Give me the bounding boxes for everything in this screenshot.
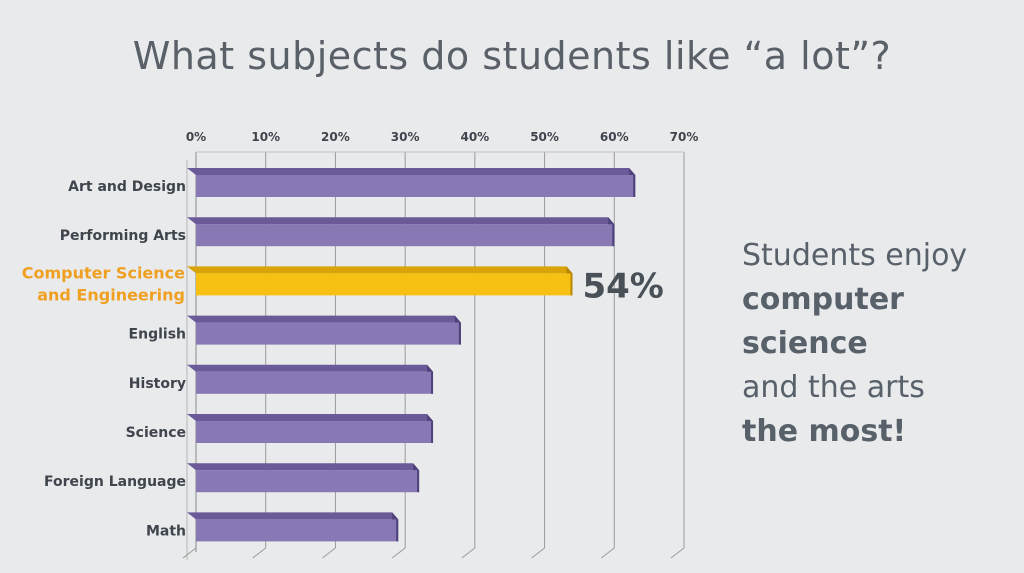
summary-line: science bbox=[742, 326, 868, 361]
bar bbox=[196, 224, 615, 247]
bar-top-face bbox=[187, 364, 434, 372]
category-label: English bbox=[129, 327, 186, 343]
x-tick-label: 40% bbox=[460, 130, 489, 144]
x-tick-label: 30% bbox=[391, 130, 420, 144]
gridline-foot bbox=[252, 547, 267, 559]
bar-top-face bbox=[187, 217, 615, 225]
category-label: and Engineering bbox=[37, 285, 185, 304]
category-label: History bbox=[129, 376, 186, 392]
bar-edge bbox=[431, 371, 434, 394]
bar bbox=[196, 519, 399, 542]
gridline-foot bbox=[461, 547, 476, 559]
data-label: 54% bbox=[582, 266, 663, 306]
gridline-foot bbox=[322, 547, 336, 559]
category-label: Science bbox=[126, 425, 186, 441]
gridline-foot bbox=[600, 547, 615, 559]
gridline-foot bbox=[182, 547, 197, 559]
bar-edge bbox=[417, 470, 420, 493]
bar-edge bbox=[458, 322, 461, 345]
bar bbox=[196, 470, 420, 493]
gridline-foot bbox=[531, 547, 545, 559]
bar-top-face bbox=[187, 266, 573, 274]
bar-edge bbox=[396, 519, 399, 542]
x-tick-label: 0% bbox=[186, 130, 206, 144]
bar-top-face bbox=[187, 463, 420, 471]
summary-line: Students enjoy bbox=[742, 238, 968, 273]
bar-edge bbox=[633, 175, 636, 197]
bar bbox=[196, 175, 636, 197]
bar-top-face bbox=[187, 315, 461, 323]
bar-edge bbox=[431, 421, 434, 443]
category-label: Performing Arts bbox=[60, 228, 186, 244]
bar bbox=[196, 322, 461, 345]
bar-top-face bbox=[187, 512, 399, 520]
summary-line: and the arts bbox=[742, 370, 925, 405]
gridline-foot bbox=[670, 547, 685, 559]
bar bbox=[196, 273, 573, 296]
category-label: Foreign Language bbox=[44, 474, 186, 490]
x-tick-label: 60% bbox=[600, 130, 629, 144]
x-tick-label: 70% bbox=[670, 130, 699, 144]
summary-line: the most! bbox=[742, 414, 907, 449]
gridline-foot bbox=[391, 547, 406, 559]
bar-top-face bbox=[187, 414, 434, 421]
bar bbox=[196, 421, 434, 443]
page-title: What subjects do students like “a lot”? bbox=[132, 34, 892, 78]
summary-callout: Students enjoy computer science and the art… bbox=[742, 234, 1012, 454]
x-tick-label: 10% bbox=[251, 130, 280, 144]
bar bbox=[196, 371, 434, 394]
x-tick-label: 50% bbox=[530, 130, 559, 144]
bar-edge bbox=[612, 224, 615, 247]
category-label: Art and Design bbox=[68, 179, 186, 195]
x-tick-label: 20% bbox=[321, 130, 350, 144]
bar-edge bbox=[570, 273, 573, 296]
summary-line: computer bbox=[742, 282, 904, 317]
category-label: Computer Science bbox=[22, 263, 185, 282]
bar-top-face bbox=[187, 168, 636, 175]
category-label: Math bbox=[146, 523, 186, 539]
